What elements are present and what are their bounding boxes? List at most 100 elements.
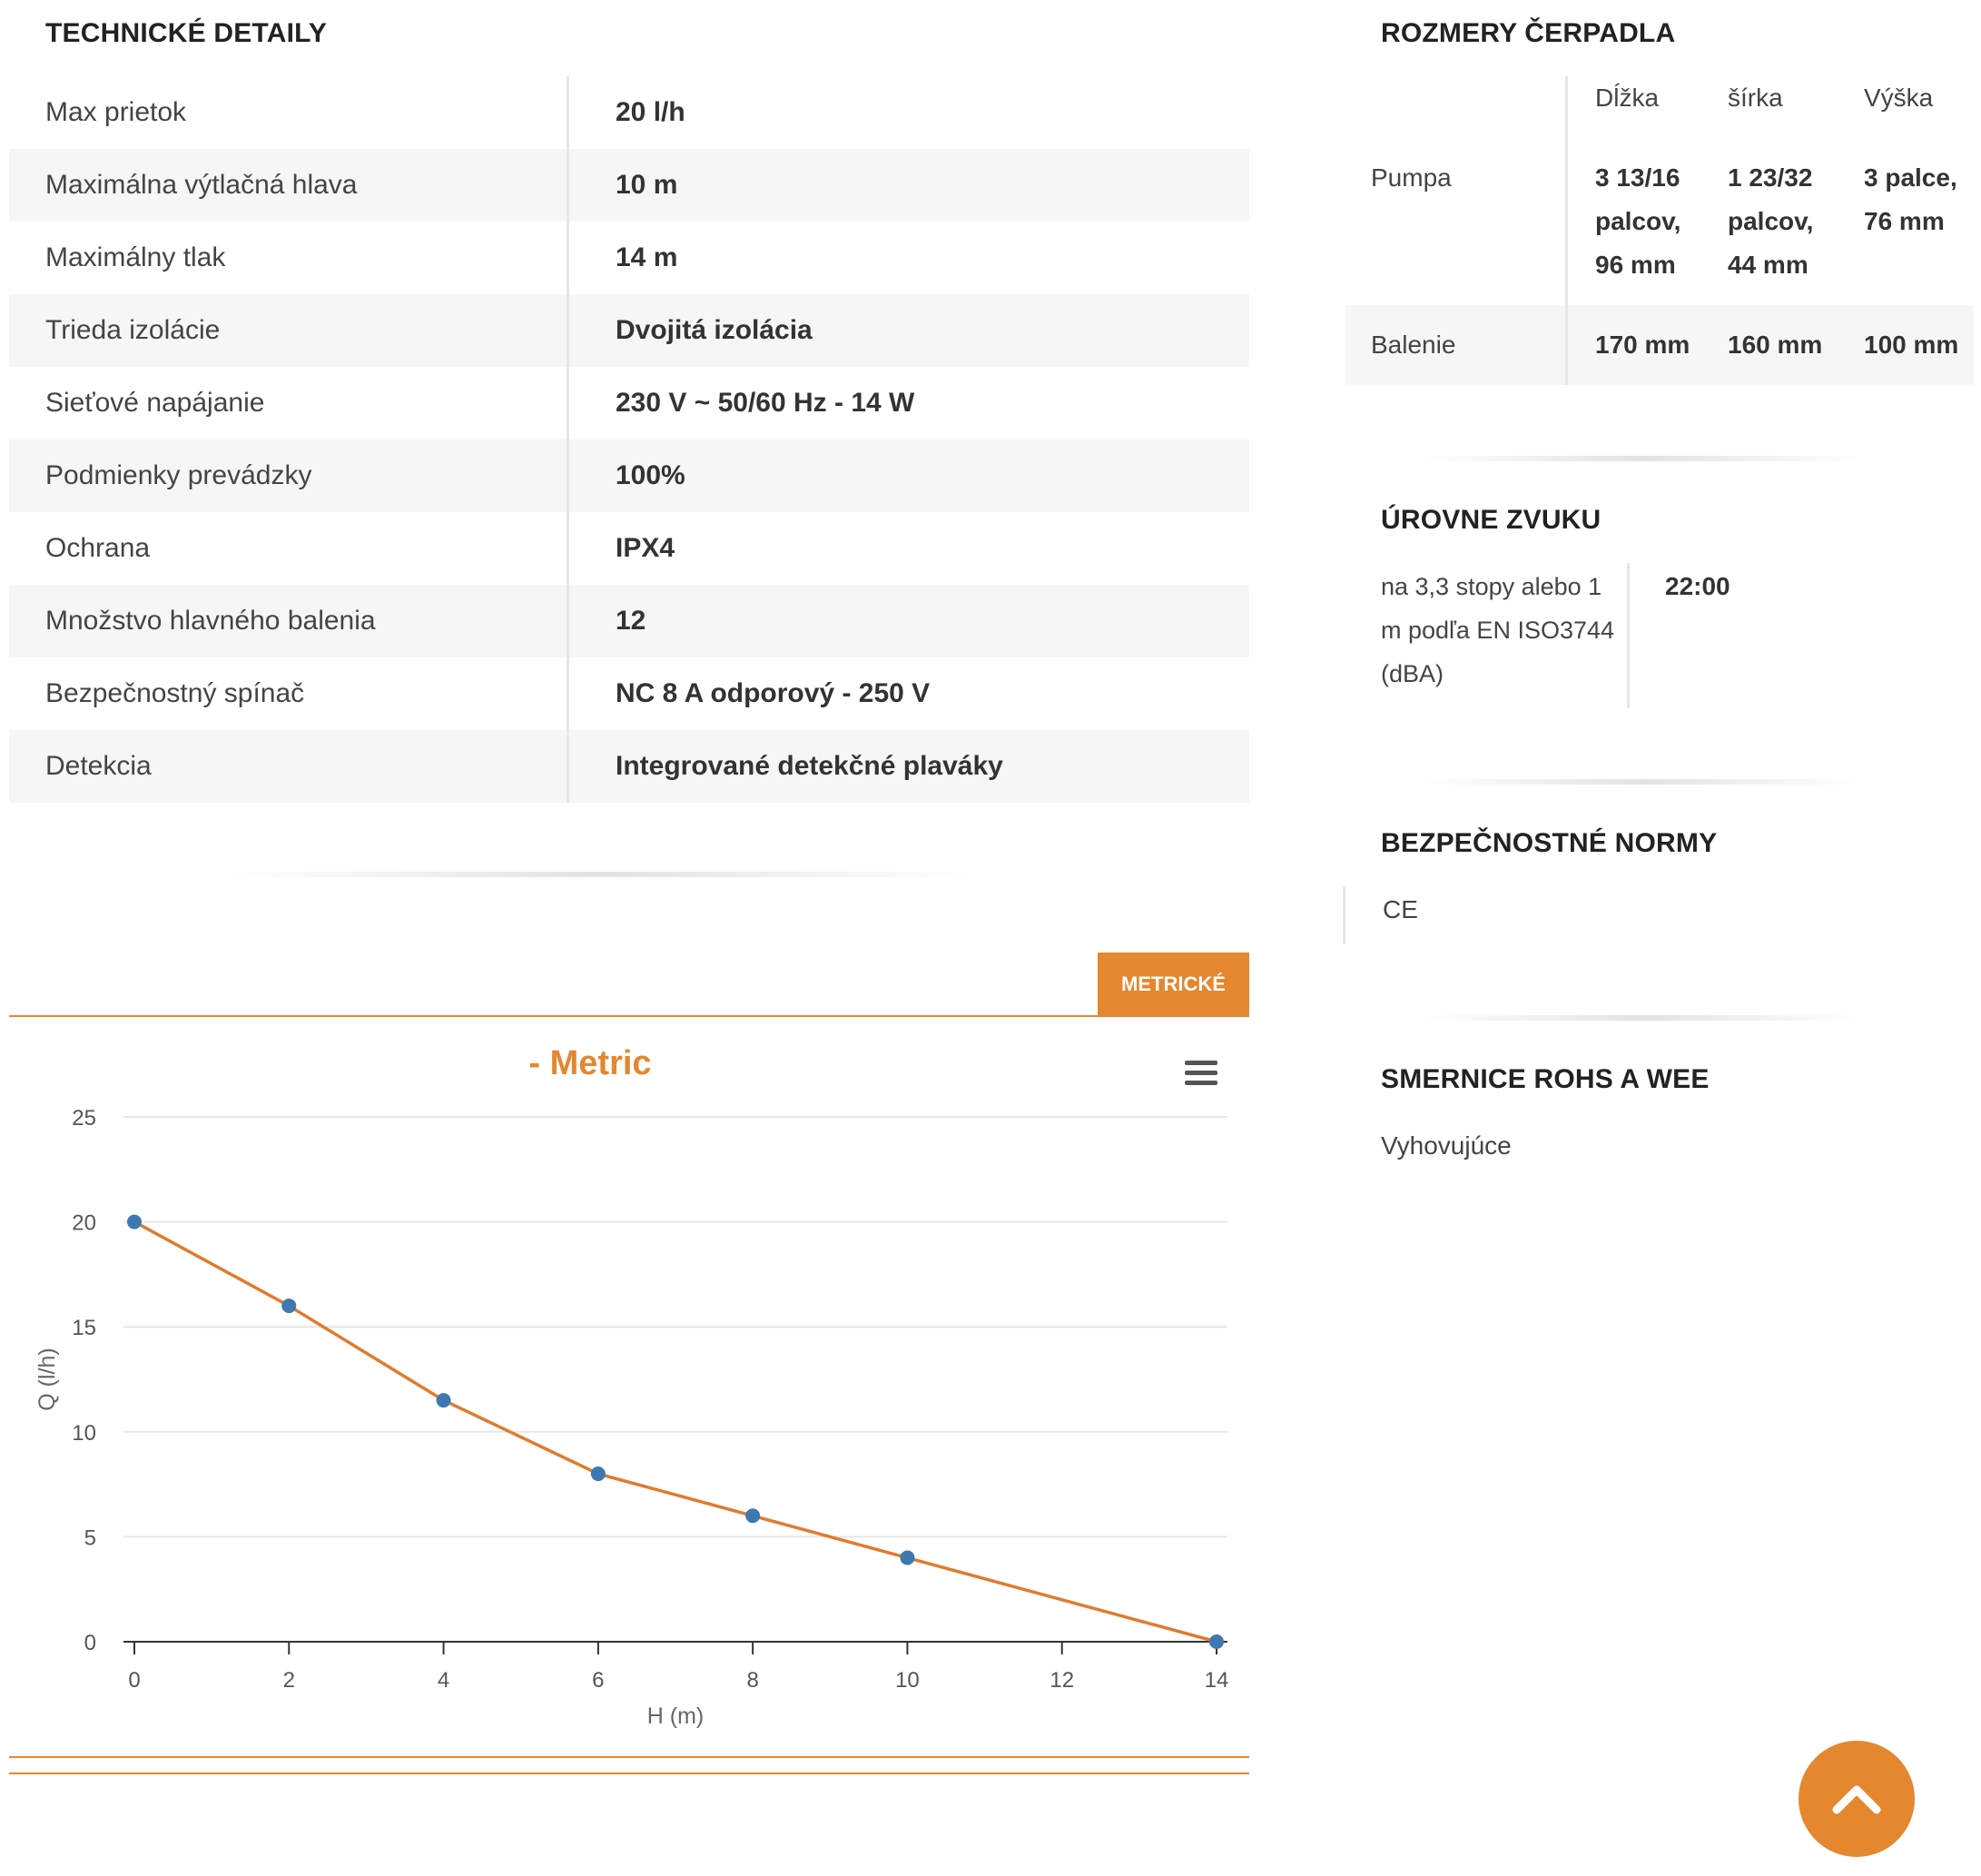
tech-row-label: Maximálny tlak (45, 242, 226, 272)
y-tick-label: 5 (84, 1525, 96, 1550)
chevron-up-icon (1832, 1785, 1881, 1814)
x-axis-label: H (m) (647, 1703, 704, 1729)
tech-row-value: IPX4 (616, 533, 675, 563)
x-tick-label: 12 (1050, 1668, 1074, 1693)
divider (1425, 779, 1861, 785)
tech-row-separator (567, 149, 569, 222)
tech-row-separator (567, 76, 569, 149)
x-tick-label: 6 (592, 1668, 604, 1693)
x-tick-label: 4 (438, 1668, 449, 1693)
dim-pump-height: 3 palce, 76 mm (1864, 163, 1957, 235)
y-axis-label: Q (l/h) (34, 1348, 60, 1410)
tech-row-value: 100% (616, 460, 685, 490)
tech-row-value: NC 8 A odporový - 250 V (616, 678, 931, 708)
tech-row-separator (567, 367, 569, 439)
safety-norms-title: BEZPEČNOSTNÉ NORMY (1381, 828, 1718, 858)
tech-row-label: Ochrana (45, 533, 151, 563)
data-point (281, 1298, 297, 1314)
tech-row-value: Integrované detekčné plaváky (616, 751, 1003, 781)
tech-row-value: Dvojitá izolácia (616, 315, 813, 345)
tech-row-label: Podmienky prevádzky (45, 460, 312, 490)
tech-row: Max prietok 20 l/h (9, 76, 1249, 149)
dim-header-height: Výška (1864, 84, 1934, 112)
tab-metric[interactable]: METRICKÉ (1098, 953, 1249, 1016)
rohs-title: SMERNICE ROHS A WEE (1381, 1064, 1710, 1094)
dimensions-separator (1565, 76, 1568, 385)
tech-row-separator (567, 439, 569, 512)
y-tick-label: 25 (72, 1106, 96, 1131)
tech-row-value: 12 (616, 606, 646, 636)
dim-row-label-package: Balenie (1371, 331, 1456, 359)
safety-value: CE (1383, 895, 1418, 923)
tech-row: Maximálny tlak 14 m (9, 222, 1249, 294)
scroll-to-top-button[interactable] (1799, 1741, 1915, 1857)
data-point (900, 1550, 915, 1565)
y-tick-label: 0 (84, 1631, 96, 1655)
tech-row-label: Detekcia (45, 751, 152, 781)
x-tick-label: 14 (1205, 1668, 1229, 1693)
tech-row-separator (567, 585, 569, 657)
tech-row-label: Sieťové napájanie (45, 388, 265, 418)
tech-row-separator (567, 512, 569, 585)
y-tick-label: 15 (72, 1316, 96, 1340)
tech-row: Ochrana IPX4 (9, 512, 1249, 585)
tech-row-value: 230 V ~ 50/60 Hz - 14 W (616, 388, 915, 418)
tech-row: Detekcia Integrované detekčné plaváky (9, 730, 1249, 803)
tech-row-value: 20 l/h (616, 97, 685, 127)
dim-pump-width: 1 23/32 palcov, 44 mm (1728, 163, 1814, 279)
performance-chart: 0 5 10 15 20 25 0 2 4 6 8 10 12 14 H (m) Q (l/h) (34, 1106, 1229, 1729)
y-tick-label: 20 (72, 1211, 96, 1236)
tech-row-label: Max prietok (45, 97, 187, 127)
tech-row-label: Bezpečnostný spínač (45, 678, 305, 708)
dim-row-label-pump: Pumpa (1371, 163, 1452, 192)
dim-pump-length: 3 13/16 palcov, 96 mm (1595, 163, 1681, 279)
tech-row: Sieťové napájanie 230 V ~ 50/60 Hz - 14 W (9, 367, 1249, 439)
dimensions-title: ROZMERY ČERPADLA (1381, 18, 1676, 48)
tech-row: Podmienky prevádzky 100% (9, 439, 1249, 512)
x-tick-label: 8 (746, 1668, 758, 1693)
divider (1425, 456, 1861, 461)
tech-details-table: Max prietok 20 l/h Maximálna výtlačná hlav… (9, 76, 1249, 803)
divider (1425, 1015, 1861, 1021)
data-point (590, 1466, 606, 1482)
tech-row-value: 14 m (616, 242, 678, 272)
rohs-value: Vyhovujúce (1381, 1131, 1512, 1160)
tech-row-label: Maximálna výtlačná hlava (45, 170, 358, 200)
dim-package-length: 170 mm (1595, 331, 1690, 359)
dim-header-length: Dĺžka (1595, 84, 1660, 112)
dimensions-row-bg (1345, 305, 1974, 385)
tech-row-separator (567, 657, 569, 730)
dim-package-width: 160 mm (1728, 331, 1823, 359)
dim-header-width: šírka (1728, 84, 1783, 112)
tech-details-title: TECHNICKÉ DETAILY (45, 18, 328, 48)
tech-row: Trieda izolácie Dvojitá izolácia (9, 294, 1249, 367)
chart-top-border (9, 1015, 1249, 1017)
hamburger-icon[interactable] (1185, 1061, 1217, 1090)
sound-label: na 3,3 stopy alebo 1 m podľa EN ISO3744 … (1381, 573, 1615, 687)
chart-title: - Metric (528, 1044, 652, 1082)
tech-row: Maximálna výtlačná hlava 10 m (9, 149, 1249, 222)
chart-bottom-border (9, 1756, 1249, 1758)
tech-row-separator (567, 222, 569, 294)
y-tick-label: 10 (72, 1421, 96, 1446)
tech-row-value: 10 m (616, 170, 678, 200)
data-point (745, 1508, 761, 1524)
data-point (127, 1214, 142, 1229)
data-point (436, 1393, 451, 1408)
tech-row: Bezpečnostný spínač NC 8 A odporový - 250… (9, 657, 1249, 730)
divider (227, 872, 971, 877)
sound-value: 22:00 (1665, 572, 1730, 600)
data-point (1209, 1634, 1224, 1649)
safety-separator (1343, 886, 1345, 944)
tech-row-separator (567, 294, 569, 367)
x-tick-label: 10 (895, 1668, 920, 1693)
tech-row-label: Trieda izolácie (45, 315, 221, 345)
sound-separator (1627, 563, 1630, 708)
tech-row-separator (567, 730, 569, 803)
tech-row-label: Množstvo hlavného balenia (45, 606, 376, 636)
x-tick-label: 2 (283, 1668, 295, 1693)
sound-levels-title: ÚROVNE ZVUKU (1381, 505, 1602, 535)
dim-package-height: 100 mm (1864, 331, 1959, 359)
chart-bottom-border-2 (9, 1772, 1249, 1774)
x-tick-label: 0 (128, 1668, 140, 1693)
